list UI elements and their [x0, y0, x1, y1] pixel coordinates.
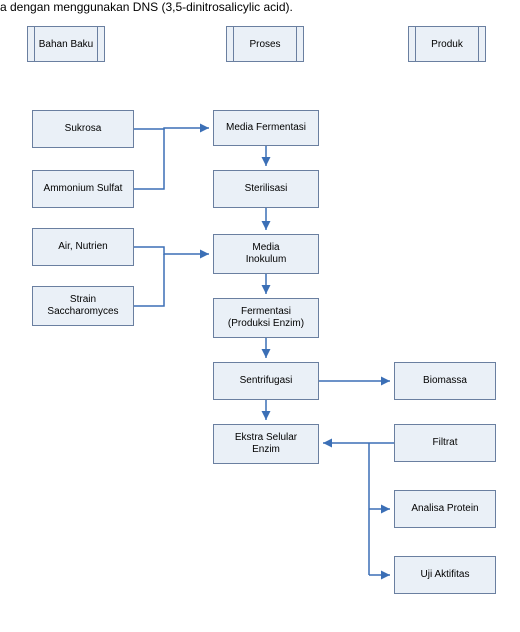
node-analisa: Analisa Protein	[394, 490, 496, 528]
node-media-ferm: Media Fermentasi	[213, 110, 319, 146]
node-media-inok: MediaInokulum	[213, 234, 319, 274]
node-ammonium: Ammonium Sulfat	[32, 170, 134, 208]
edge-strain_right	[134, 254, 164, 306]
edge-sukrosa_right	[134, 128, 209, 129]
header-hdr-produk: Produk	[408, 26, 486, 62]
header-hdr-proses: Proses	[226, 26, 304, 62]
node-fermentasi: Fermentasi(Produksi Enzim)	[213, 298, 319, 338]
node-strain: StrainSaccharomyces	[32, 286, 134, 326]
node-filtrat: Filtrat	[394, 424, 496, 462]
header-hdr-bahan: Bahan Baku	[27, 26, 105, 62]
node-uji: Uji Aktifitas	[394, 556, 496, 594]
edge-ammonium_right	[134, 129, 164, 189]
node-sterilisasi: Sterilisasi	[213, 170, 319, 208]
node-air: Air, Nutrien	[32, 228, 134, 266]
node-sentrifugasi: Sentrifugasi	[213, 362, 319, 400]
edge-air_right	[134, 247, 209, 254]
node-ekstra: Ekstra SelularEnzim	[213, 424, 319, 464]
node-sukrosa: Sukrosa	[32, 110, 134, 148]
node-biomassa: Biomassa	[394, 362, 496, 400]
